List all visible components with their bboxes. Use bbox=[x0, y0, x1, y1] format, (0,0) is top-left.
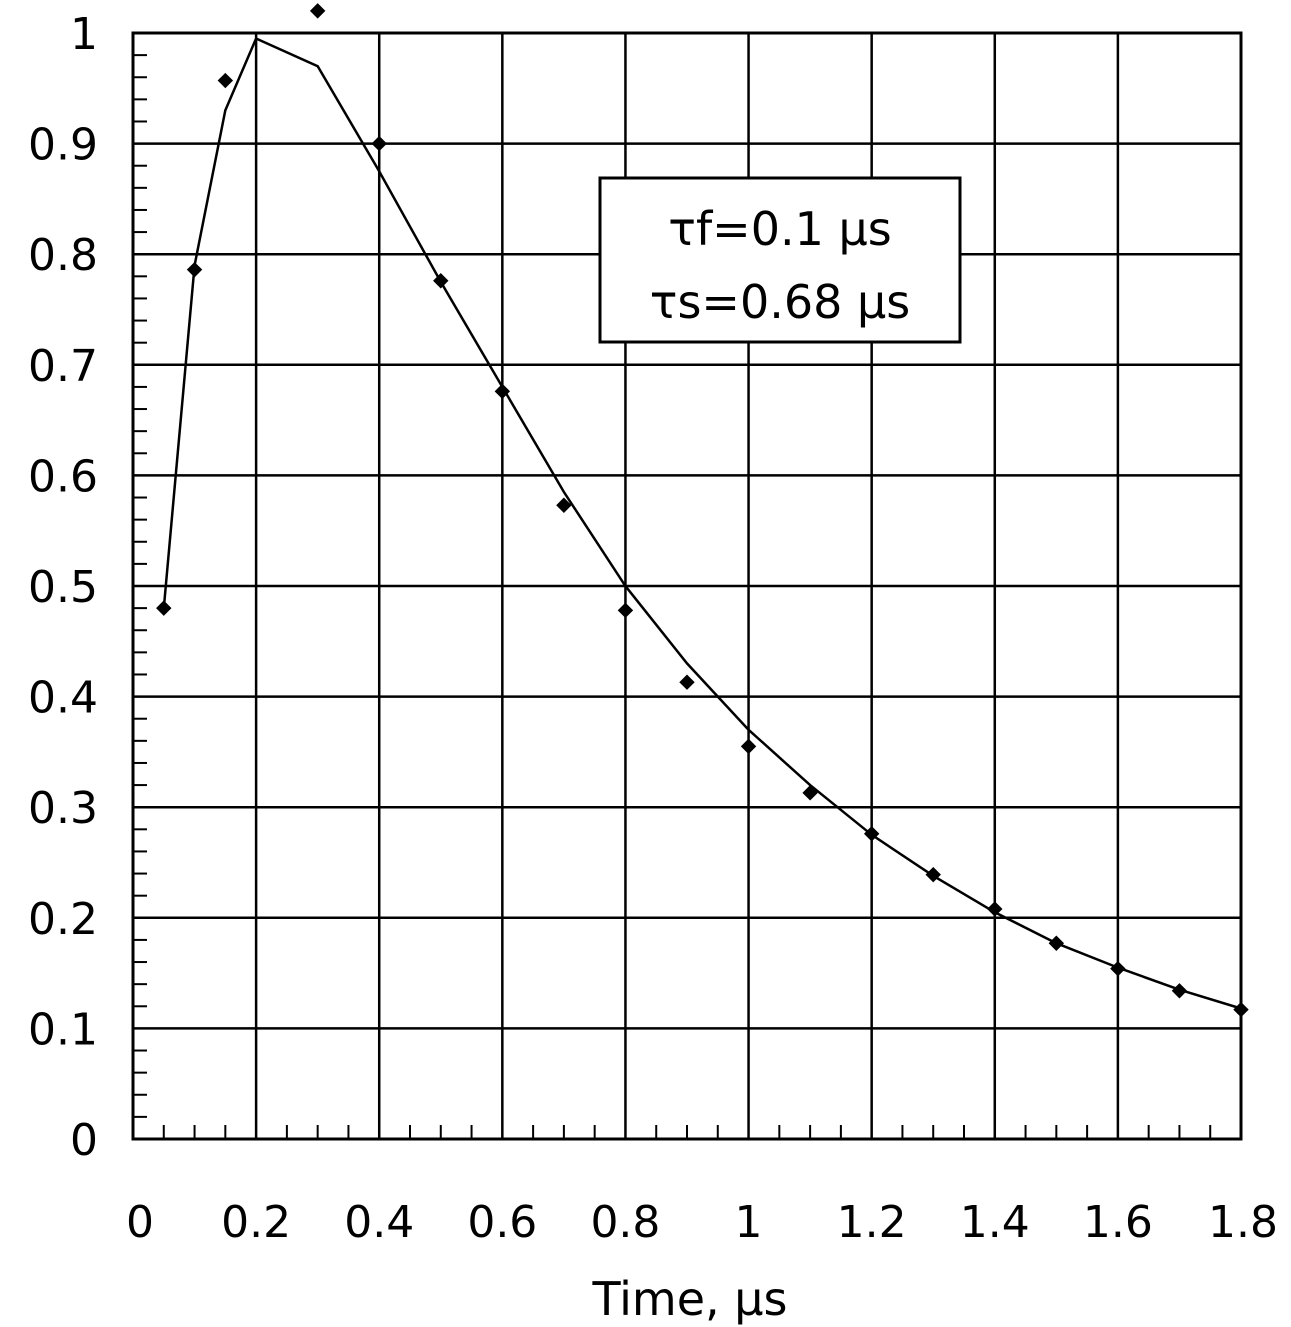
data-points-group bbox=[156, 3, 1249, 1018]
data-point bbox=[556, 497, 572, 513]
x-tick-label: 0.4 bbox=[344, 1197, 414, 1248]
data-point bbox=[1233, 1001, 1249, 1018]
annotation-line-tau-s: τs=0.68 µs bbox=[650, 275, 910, 329]
y-tick-label: 0.8 bbox=[28, 230, 98, 281]
data-point bbox=[617, 602, 634, 619]
x-tick-label: 0.2 bbox=[221, 1197, 291, 1248]
data-point bbox=[371, 135, 387, 152]
x-tick-label: 1.2 bbox=[837, 1197, 907, 1248]
x-tick-labels: 0 0.2 0.4 0.6 0.8 1 1.2 1.4 1.6 1.8 bbox=[126, 1197, 1278, 1248]
x-axis-title: Time, µs bbox=[591, 1272, 787, 1326]
data-point bbox=[863, 826, 880, 842]
data-point bbox=[925, 866, 941, 883]
annotation-line-tau-f: τf=0.1 µs bbox=[668, 202, 891, 256]
x-tick-label: 1.8 bbox=[1208, 1197, 1278, 1248]
plot-frame bbox=[131, 31, 1243, 1141]
data-point bbox=[1048, 935, 1065, 951]
annotation-frame bbox=[598, 176, 962, 344]
y-tick-label: 0 bbox=[70, 1115, 98, 1166]
x-tick-label: 0 bbox=[126, 1197, 154, 1248]
x-tick-label: 1 bbox=[735, 1197, 763, 1248]
x-tick-label: 0.8 bbox=[590, 1197, 660, 1248]
y-tick-label: 0.5 bbox=[28, 562, 98, 613]
y-tick-label: 0.2 bbox=[28, 894, 98, 945]
minor-ticks bbox=[133, 54, 1212, 1139]
data-point bbox=[802, 785, 818, 801]
fit-curve-group bbox=[162, 36, 1242, 1010]
y-tick-label: 0.4 bbox=[28, 673, 98, 724]
data-point bbox=[494, 383, 511, 400]
data-point bbox=[740, 738, 757, 755]
y-tick-labels: 0 0.1 0.2 0.3 0.4 0.5 0.6 0.7 0.8 0.9 1 bbox=[28, 9, 98, 1166]
y-tick-label: 0.9 bbox=[28, 120, 98, 171]
data-point bbox=[1110, 960, 1126, 977]
data-point bbox=[217, 72, 234, 89]
data-point bbox=[186, 261, 203, 278]
annotation-box: τf=0.1 µs τs=0.68 µs bbox=[598, 176, 962, 344]
y-tick-label: 0.1 bbox=[28, 1004, 98, 1055]
y-tick-label: 0.7 bbox=[28, 341, 98, 392]
data-point bbox=[309, 3, 326, 19]
y-tick-label: 0.6 bbox=[28, 451, 98, 502]
data-point bbox=[156, 600, 172, 616]
fit-curve-line bbox=[162, 36, 1242, 1010]
x-tick-label: 0.6 bbox=[467, 1197, 537, 1248]
data-point bbox=[1171, 983, 1188, 999]
x-tick-label: 1.4 bbox=[960, 1197, 1030, 1248]
data-point bbox=[433, 273, 449, 289]
data-point bbox=[987, 901, 1003, 917]
y-tick-label: 0.3 bbox=[28, 783, 98, 834]
x-tick-label: 1.6 bbox=[1083, 1197, 1153, 1248]
y-tick-label: 1 bbox=[70, 9, 98, 60]
data-point bbox=[679, 674, 695, 690]
